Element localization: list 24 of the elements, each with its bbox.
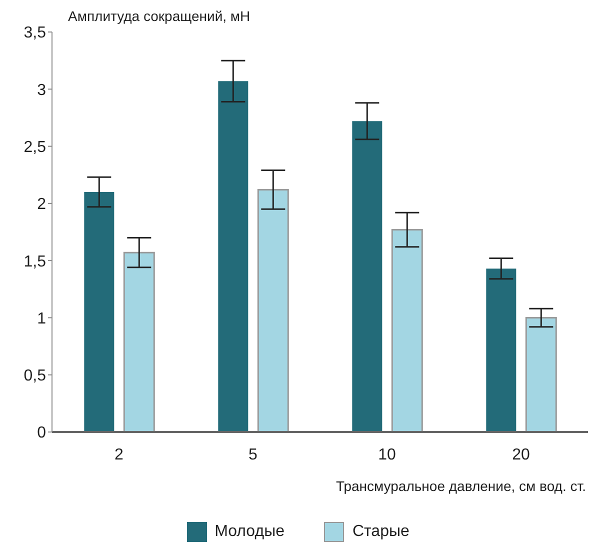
y-tick-label: 1 [37, 310, 46, 328]
x-tick-label: 5 [248, 446, 258, 464]
y-tick-label: 3 [37, 82, 46, 99]
legend-label: Молодые [214, 523, 284, 541]
x-tick-label: 10 [378, 446, 396, 464]
bar [525, 316, 557, 432]
bar [391, 228, 423, 432]
y-tick-label: 0,5 [24, 368, 46, 385]
bar [123, 252, 155, 432]
bar [486, 268, 516, 432]
bar [218, 81, 248, 432]
bar [257, 188, 289, 432]
x-axis-title: Трансмуральное давление, см вод. ст. [334, 478, 587, 494]
legend-label: Старые [352, 523, 410, 541]
x-tick-label: 20 [512, 446, 530, 464]
y-tick-label: 3,5 [24, 24, 46, 42]
y-tick-label: 2,5 [24, 138, 46, 156]
y-tick-label: 2 [37, 196, 46, 214]
y-axis-title: Амплитуда сокращений, мН [68, 8, 250, 24]
y-tick-label: 0 [37, 424, 46, 442]
x-tick-label: 2 [114, 446, 124, 464]
bar [84, 192, 114, 432]
y-tick-label: 1,5 [24, 253, 46, 270]
bar [352, 121, 382, 432]
